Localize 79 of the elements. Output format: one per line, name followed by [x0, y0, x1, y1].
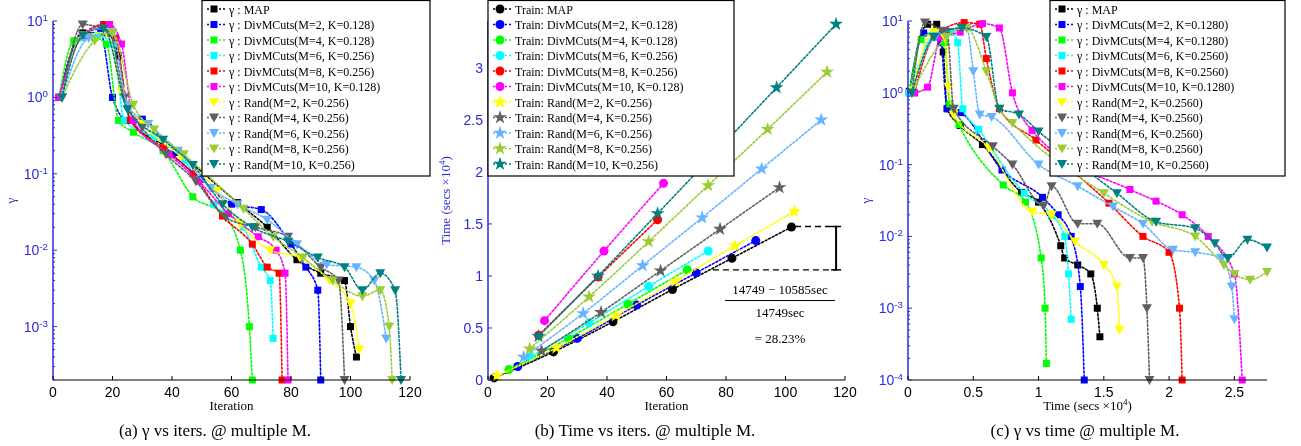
legend-label: γ : DivMCuts(M=6, K=0.256) — [228, 49, 375, 63]
y-tick-label: 3 — [475, 59, 484, 76]
legend-label: γ : DivMCuts(M=10, K=0.128) — [228, 80, 381, 94]
text: (b) Time vs iters. @ multiple M. — [534, 421, 756, 440]
legend-label: γ : MAP — [228, 2, 270, 17]
text: (a) γ vs iters. @ multiple M. — [118, 421, 312, 440]
legend-label: γ : Rand(M=10, K=0.2560) — [1076, 157, 1209, 172]
legend-label: γ : DivMCuts(M=10, K=0.1280) — [1076, 80, 1235, 94]
x-tick-label: 40 — [164, 384, 180, 400]
legend-label: γ : MAP — [1076, 2, 1118, 17]
x-tick-label: 60 — [658, 384, 675, 400]
legend-label: γ : Rand(M=2, K=0.256) — [228, 95, 349, 110]
x-axis-title: Time (secs ×10$^{4}$) — [1043, 397, 1132, 413]
legend-label: γ : DivMCuts(M=4, K=0.1280) — [1076, 33, 1229, 48]
x-tick-label: 20 — [539, 384, 556, 400]
legend-label: Train: DivMCuts(M=4, K=0.128) — [515, 33, 678, 48]
legend-label: γ : DivMCuts(M=2, K=0.1280) — [1076, 18, 1229, 32]
x-tick-label: 20 — [104, 384, 121, 400]
legend-label: γ : DivMCuts(M=4, K=0.128) — [228, 33, 375, 48]
legend-label: Train: Rand(M=2, K=0.256) — [515, 95, 653, 110]
y-tick-label: 2.5 — [463, 111, 484, 128]
y-tick-label: 10$^{0}$ — [26, 87, 49, 106]
legend-label: γ : Rand(M=6, K=0.256) — [228, 126, 349, 141]
legend-label: γ : Rand(M=6, K=0.2560) — [1076, 126, 1203, 141]
legend-label: γ : Rand(M=4, K=0.2560) — [1076, 111, 1203, 125]
legend-label: Train: Rand(M=4, K=0.256) — [515, 111, 653, 125]
y-tick-label: 10$^{-3}$ — [878, 298, 904, 317]
legend-label: γ : Rand(M=8, K=0.2560) — [1076, 142, 1203, 156]
y-tick-label: 1.5 — [463, 215, 484, 232]
legend-label: Train: Rand(M=10, K=0.256) — [515, 157, 659, 172]
legend-label: γ : Rand(M=4, K=0.256) — [228, 111, 349, 125]
y-tick-label: 0.5 — [463, 319, 484, 336]
y-axis-title: γ — [858, 197, 873, 205]
y-tick-label: 10$^{1}$ — [26, 11, 48, 29]
y-tick-label: 10$^{-1}$ — [23, 164, 48, 182]
y-tick-label: 10$^{-4}$ — [878, 370, 904, 388]
legend-label: Train: MAP — [515, 2, 574, 17]
x-tick-label: 120 — [398, 384, 422, 400]
y-tick-label: 10$^{-2}$ — [878, 226, 903, 245]
x-tick-label: 80 — [283, 384, 299, 400]
legend-label: Train: DivMCuts(M=2, K=0.128) — [515, 18, 678, 32]
x-tick-label: 120 — [833, 384, 857, 400]
x-axis-title: Iteration — [209, 398, 255, 413]
legend-label: γ : DivMCuts(M=8, K=0.256) — [228, 64, 375, 79]
y-tick-label: 0 — [475, 372, 484, 388]
annotation: 14749 − 10585sec — [732, 281, 828, 297]
x-tick-label: 2.5 — [1224, 384, 1245, 400]
y-tick-label: 10$^{1}$ — [881, 11, 903, 29]
legend-label: Train: Rand(M=6, K=0.256) — [515, 126, 653, 141]
legend-label: γ : Rand(M=10, K=0.256) — [228, 157, 355, 172]
y-tick-label: 1 — [475, 267, 484, 284]
y-tick-label: 10$^{-1}$ — [878, 155, 903, 173]
x-tick-label: 0.5 — [963, 384, 984, 400]
legend-label: γ : DivMCuts(M=6, K=0.2560) — [1076, 49, 1229, 63]
legend-label: Train: DivMCuts(M=6, K=0.256) — [515, 49, 678, 63]
x-tick-label: 100 — [338, 384, 363, 400]
annotation: = 28.23% — [754, 330, 806, 346]
x-tick-label: 1 — [1034, 384, 1043, 400]
x-tick-label: 2 — [1165, 384, 1174, 400]
y-tick-label: 2 — [475, 163, 484, 180]
x-tick-label: 80 — [718, 384, 734, 400]
legend-label: γ : Rand(M=2, K=0.2560) — [1076, 95, 1203, 110]
legend-label: Train: DivMCuts(M=10, K=0.128) — [515, 80, 684, 94]
legend-label: Train: DivMCuts(M=8, K=0.256) — [515, 64, 678, 79]
legend-label: γ : DivMCuts(M=8, K=0.2560) — [1076, 64, 1229, 79]
y-tick-label: 10$^{0}$ — [881, 83, 904, 101]
y-tick-label: 10$^{-2}$ — [23, 240, 48, 259]
text: (c) γ vs time @ multiple M. — [990, 421, 1180, 440]
annotation: 14749sec — [755, 304, 805, 320]
legend-label: Train: Rand(M=8, K=0.256) — [515, 142, 653, 156]
y-axis-title: γ — [3, 197, 18, 205]
y-tick-label: 10$^{-3}$ — [23, 317, 49, 335]
x-axis-title: Iteration — [644, 398, 690, 413]
legend-label: γ : DivMCuts(M=2, K=0.128) — [228, 18, 375, 32]
x-tick-label: 40 — [599, 384, 615, 400]
x-tick-label: 60 — [223, 384, 240, 400]
x-tick-label: 1.5 — [1094, 384, 1114, 400]
x-tick-label: 100 — [773, 384, 798, 400]
legend-label: γ : Rand(M=8, K=0.256) — [228, 142, 349, 156]
